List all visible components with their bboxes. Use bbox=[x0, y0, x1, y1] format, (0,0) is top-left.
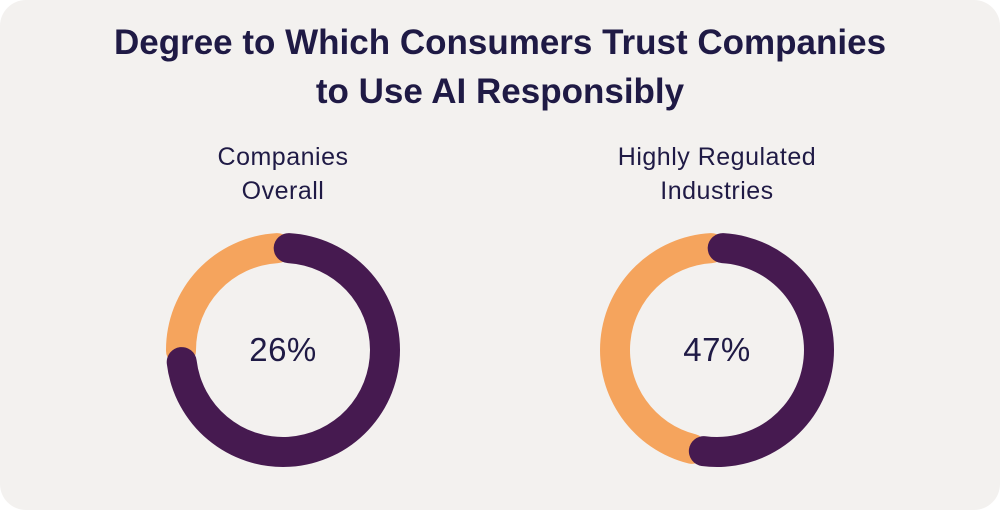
donut-segment-trust bbox=[165, 233, 293, 366]
chart-title-line-1: Degree to Which Consumers Trust Companie… bbox=[113, 23, 887, 62]
donut-title-line-2: Industries bbox=[660, 177, 774, 205]
donut-svg bbox=[165, 233, 400, 467]
donut-title-line-1: Companies bbox=[217, 143, 349, 171]
donut-center-value: 26% bbox=[249, 331, 317, 368]
donut-center-value: 47% bbox=[683, 331, 751, 368]
donut-title-line-2: Overall bbox=[241, 177, 325, 205]
donut-chart-companies-overall: Companies Overall 26% bbox=[103, 140, 463, 480]
donut-svg bbox=[600, 233, 835, 467]
donut-title-line-1: Highly Regulated bbox=[617, 143, 817, 171]
chart-title: Degree to Which Consumers Trust Companie… bbox=[0, 18, 1000, 116]
donut-chart-highly-regulated-industries: Highly Regulated Industries 47% bbox=[537, 140, 897, 480]
donut-title: Highly Regulated Industries bbox=[537, 140, 897, 208]
chart-title-line-2: to Use AI Responsibly bbox=[315, 72, 685, 111]
donut-segment-remainder bbox=[688, 233, 835, 467]
donut-title: Companies Overall bbox=[103, 140, 463, 208]
donut-segment-trust bbox=[600, 233, 727, 464]
